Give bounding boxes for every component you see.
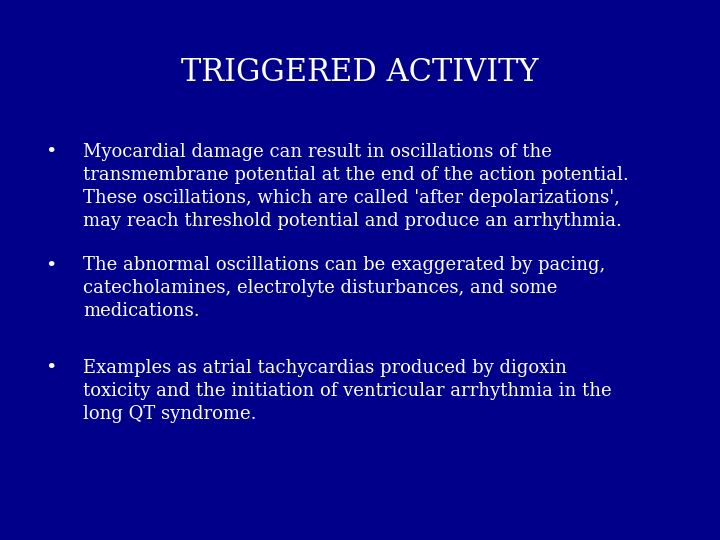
Text: TRIGGERED ACTIVITY: TRIGGERED ACTIVITY: [181, 57, 539, 87]
Text: •: •: [45, 143, 56, 161]
Text: •: •: [45, 359, 56, 377]
Text: Examples as atrial tachycardias produced by digoxin
toxicity and the initiation : Examples as atrial tachycardias produced…: [83, 359, 611, 423]
Text: •: •: [45, 256, 56, 274]
Text: The abnormal oscillations can be exaggerated by pacing,
catecholamines, electrol: The abnormal oscillations can be exagger…: [83, 256, 605, 320]
Text: Myocardial damage can result in oscillations of the
transmembrane potential at t: Myocardial damage can result in oscillat…: [83, 143, 629, 230]
